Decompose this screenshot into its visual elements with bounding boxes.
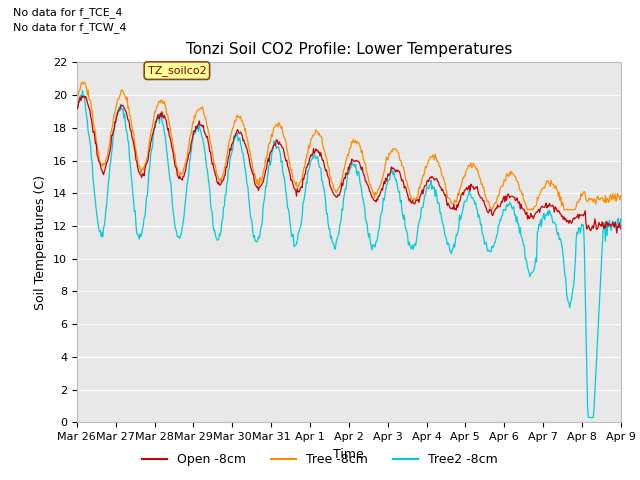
Tree -8cm: [73, 101, 81, 107]
Text: No data for f_TCE_4: No data for f_TCE_4: [13, 7, 122, 18]
Line: Tree2 -8cm: Tree2 -8cm: [77, 91, 621, 418]
Tree -8cm: [89, 118, 97, 123]
Tree2 -8cm: [617, 216, 625, 222]
Legend: Open -8cm, Tree -8cm, Tree2 -8cm: Open -8cm, Tree -8cm, Tree2 -8cm: [137, 448, 503, 471]
Tree -8cm: [252, 173, 259, 179]
Tree -8cm: [617, 192, 625, 198]
Tree2 -8cm: [79, 88, 86, 94]
Title: Tonzi Soil CO2 Profile: Lower Temperatures: Tonzi Soil CO2 Profile: Lower Temperatur…: [186, 42, 512, 57]
Tree -8cm: [532, 202, 540, 208]
Line: Tree -8cm: Tree -8cm: [77, 82, 621, 210]
Open -8cm: [73, 106, 81, 112]
X-axis label: Time: Time: [333, 448, 364, 461]
Tree2 -8cm: [73, 108, 81, 114]
Tree -8cm: [568, 207, 575, 213]
Open -8cm: [219, 178, 227, 183]
Tree2 -8cm: [252, 238, 259, 243]
Tree -8cm: [219, 172, 227, 178]
Open -8cm: [252, 182, 259, 188]
Open -8cm: [566, 218, 574, 224]
Tree2 -8cm: [162, 141, 170, 147]
Tree2 -8cm: [584, 415, 592, 420]
Text: TZ_soilco2: TZ_soilco2: [147, 65, 206, 76]
Tree -8cm: [80, 79, 88, 85]
Open -8cm: [532, 210, 540, 216]
Tree2 -8cm: [532, 255, 540, 261]
Text: No data for f_TCW_4: No data for f_TCW_4: [13, 22, 126, 33]
Tree2 -8cm: [566, 300, 574, 306]
Open -8cm: [78, 93, 86, 99]
Open -8cm: [617, 226, 625, 232]
Tree -8cm: [488, 207, 496, 213]
Y-axis label: Soil Temperatures (C): Soil Temperatures (C): [35, 175, 47, 310]
Line: Open -8cm: Open -8cm: [77, 96, 621, 233]
Tree -8cm: [162, 105, 170, 111]
Tree2 -8cm: [89, 175, 97, 181]
Open -8cm: [162, 117, 170, 123]
Tree2 -8cm: [219, 216, 227, 222]
Open -8cm: [89, 129, 97, 135]
Open -8cm: [613, 230, 621, 236]
